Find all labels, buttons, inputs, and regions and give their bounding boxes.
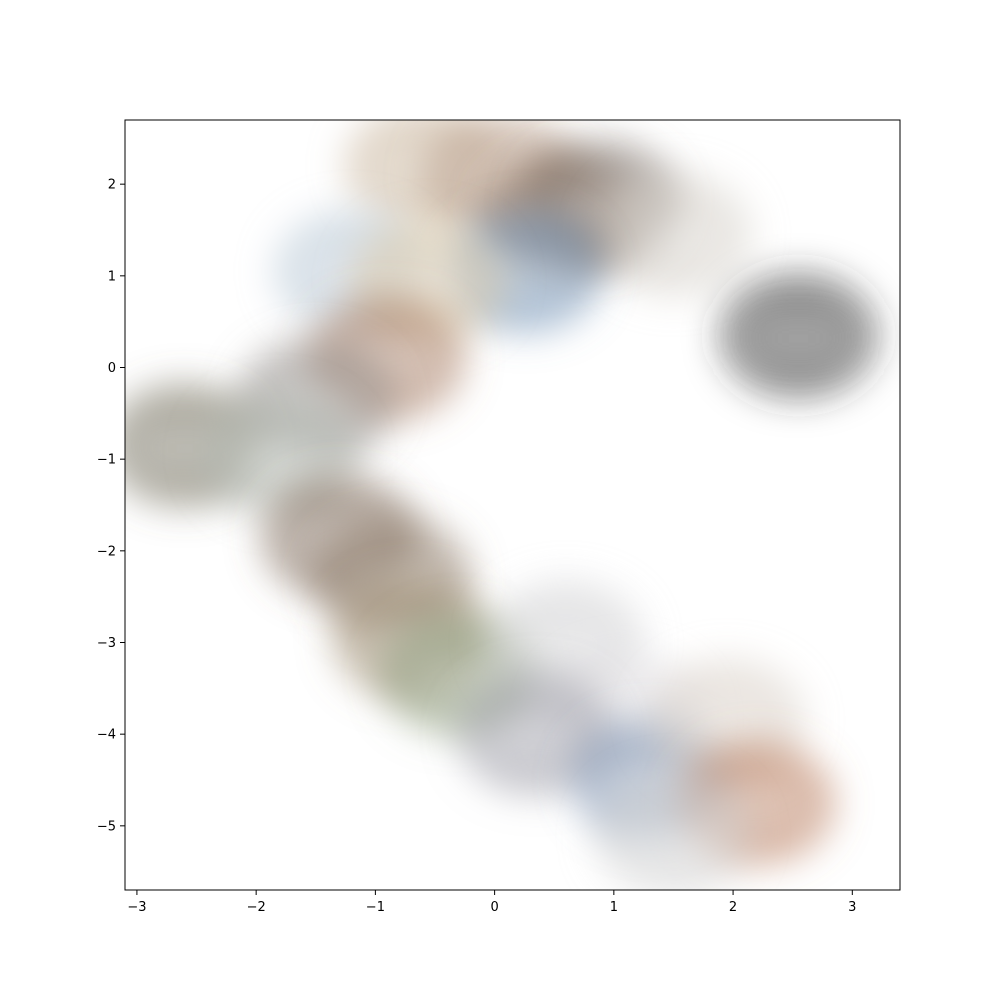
data-point	[595, 172, 752, 297]
y-tick-label: −1	[97, 453, 116, 468]
markers-layer	[125, 120, 877, 890]
y-tick-label: 0	[108, 361, 116, 376]
data-point-detail	[521, 634, 612, 657]
y-tick-label: 1	[108, 269, 116, 284]
data-point-detail	[413, 666, 504, 689]
x-axis: −3 −2 −1 0 1 2 3	[127, 890, 856, 915]
data-point-detail	[235, 446, 325, 469]
x-tick-label: 0	[490, 900, 498, 915]
x-tick-label: 3	[848, 900, 856, 915]
data-point-detail	[628, 226, 719, 249]
data-point-detail	[682, 712, 773, 735]
y-tick-label: −2	[97, 544, 116, 559]
y-tick-label: −4	[97, 728, 116, 743]
x-tick-label: 1	[610, 900, 618, 915]
x-tick-label: −3	[127, 900, 146, 915]
y-tick-label: 2	[108, 178, 116, 193]
data-point	[720, 273, 877, 398]
x-tick-label: −1	[366, 900, 385, 915]
data-point-detail	[753, 327, 844, 350]
data-point-detail	[491, 726, 582, 749]
axes-frame	[124, 119, 901, 891]
x-tick-label: 2	[729, 900, 737, 915]
y-tick-label: −3	[97, 636, 116, 651]
data-point-detail	[384, 272, 475, 295]
data-point	[595, 773, 752, 890]
x-tick-label: −2	[247, 900, 266, 915]
y-axis: 2 1 0 −1 −2 −3 −4 −5	[97, 178, 125, 834]
y-tick-label: −5	[97, 819, 116, 834]
data-point-detail	[628, 827, 719, 849]
